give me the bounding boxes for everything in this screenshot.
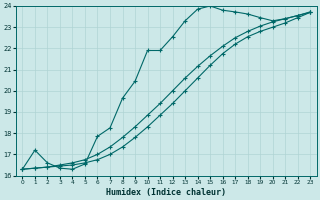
X-axis label: Humidex (Indice chaleur): Humidex (Indice chaleur) — [106, 188, 226, 197]
